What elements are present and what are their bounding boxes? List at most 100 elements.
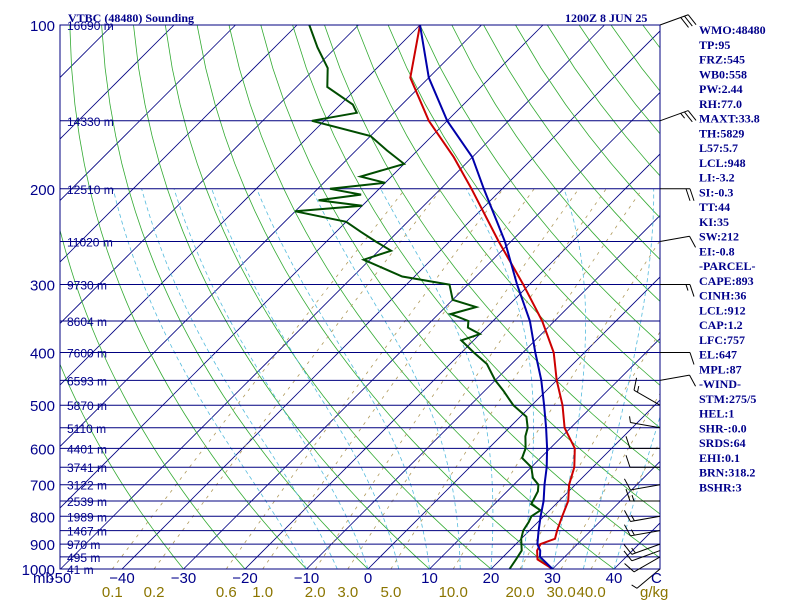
wind-barb-flag: [630, 529, 635, 536]
isotherm: [60, 25, 605, 569]
pressure-tick-label: 300: [30, 278, 55, 295]
chart-title: VTBC (48480) Sounding: [68, 11, 194, 25]
index-label: TH:5829: [699, 126, 744, 140]
index-label: TT:44: [699, 200, 730, 214]
index-label: EHI:0.1: [699, 451, 740, 465]
wind-barb-flag: [623, 550, 633, 562]
wind-barb: [623, 510, 661, 522]
isotherm: [490, 399, 660, 569]
wind-barb: [633, 377, 661, 406]
mixing-ratio-tick-label: 40.0: [576, 584, 605, 600]
height-label: 11020 m: [67, 235, 113, 249]
index-label: SI:-0.3: [699, 185, 733, 199]
wind-barb: [629, 416, 661, 429]
mixing-ratio-tick-label: 0.1: [102, 584, 123, 600]
indices-panel: WMO:48480TP:95FRZ:545WB0:558PW:2.44RH:77…: [699, 23, 766, 494]
wind-barb-flag: [684, 111, 693, 123]
temperature-tick-label: -50: [50, 570, 72, 587]
pressure-tick-label: 100: [30, 18, 55, 35]
diagram-grid: [60, 25, 660, 569]
wind-barb-flag: [630, 514, 635, 522]
index-label: -PARCEL-: [699, 259, 755, 273]
isotherm: [60, 25, 236, 202]
height-label: 1467 m: [67, 525, 107, 539]
pressure-tick-label: 200: [30, 182, 55, 199]
wind-barb: [631, 568, 661, 589]
wind-barb: [660, 352, 695, 365]
mixing-ratio-tick-label: 0.6: [216, 584, 237, 600]
wind-barb: [659, 14, 697, 28]
pressure-tick-label: 500: [30, 398, 55, 415]
index-label: WMO:48480: [699, 23, 766, 37]
index-label: -WIND-: [699, 377, 741, 391]
wind-barb-staff: [630, 484, 661, 491]
index-label: LCL:948: [699, 156, 746, 170]
height-label: 2539 m: [67, 495, 107, 509]
temperature-tick-label: 10: [421, 570, 438, 587]
wind-barb-flag: [623, 524, 631, 537]
isotherm: [60, 25, 359, 325]
wind-barb-flag: [629, 416, 631, 423]
temperature-tick-label: −10: [294, 570, 319, 587]
isotherm: [367, 276, 660, 569]
height-label: 495 m: [67, 551, 100, 565]
wind-barb: [660, 188, 695, 201]
wind-barb-staff: [659, 14, 689, 26]
temperature-tick-label: −20: [232, 570, 257, 587]
isotherm: [429, 337, 660, 569]
plot-frame: [59, 24, 661, 570]
wind-barb-flag: [689, 188, 695, 201]
isotherm: [552, 460, 660, 569]
mixing-ratio-tick-label: 1.0: [252, 584, 273, 600]
temperature-tick-label: 20: [483, 570, 500, 587]
index-label: STM:275/5: [699, 392, 756, 406]
wind-barb: [624, 556, 661, 573]
wind-barb: [625, 436, 660, 449]
mixing-ratio-line: [262, 188, 535, 569]
mixing-ratio-tick-label: 5.0: [380, 584, 401, 600]
wind-barb-flag: [631, 584, 638, 589]
wind-barb: [623, 478, 661, 491]
wind-barb-flag: [625, 488, 631, 502]
wind-barb-flag: [689, 284, 695, 297]
wind-barb-flag: [680, 17, 689, 28]
isotherm: [244, 153, 660, 569]
index-label: LI:-3.2: [699, 171, 735, 185]
wind-barb: [659, 374, 697, 387]
index-label: KI:35: [699, 215, 729, 229]
isotherm: [60, 25, 298, 263]
index-label: CAPE:893: [699, 274, 754, 288]
temperature-tick-label: −30: [171, 570, 196, 587]
wind-barb-flag: [624, 563, 635, 573]
mixing-ratio-tick-label: 3.0: [337, 584, 358, 600]
index-label: SW:212: [699, 230, 739, 244]
pressure-tick-label: 400: [30, 346, 55, 363]
index-label: MAXT:33.8: [699, 112, 760, 126]
dewpoint-profile: [294, 25, 543, 569]
pressure-tick-label: 600: [30, 441, 55, 458]
wind-barb-staff: [630, 422, 661, 429]
wind-barb-flag: [689, 352, 695, 365]
temperature-tick-label: −40: [109, 570, 134, 587]
wind-barb-flag: [689, 374, 697, 387]
moist-adiabat: [141, 188, 338, 569]
mixing-ratio-line: [452, 239, 660, 569]
index-label: LCL:912: [699, 303, 746, 317]
height-label: 9730 m: [67, 279, 107, 293]
moist-adiabat: [211, 188, 400, 569]
wind-barb-flag: [687, 14, 697, 25]
wind-barb-staff: [659, 374, 690, 381]
height-label: 970 m: [67, 538, 100, 552]
wind-barbs: [623, 14, 697, 589]
wind-barb: [660, 284, 695, 297]
mixing-ratio-line: [390, 188, 643, 569]
mixing-ratio-tick-label: 2.0: [305, 584, 326, 600]
wind-barb: [659, 110, 697, 123]
mixing-ratio-tick-label: 10.0: [439, 584, 468, 600]
isotherm: [60, 25, 175, 140]
valid-time: 1200Z 8 JUN 25: [565, 11, 647, 25]
index-label: FRZ:545: [699, 53, 745, 67]
index-label: LFC:757: [699, 333, 745, 347]
